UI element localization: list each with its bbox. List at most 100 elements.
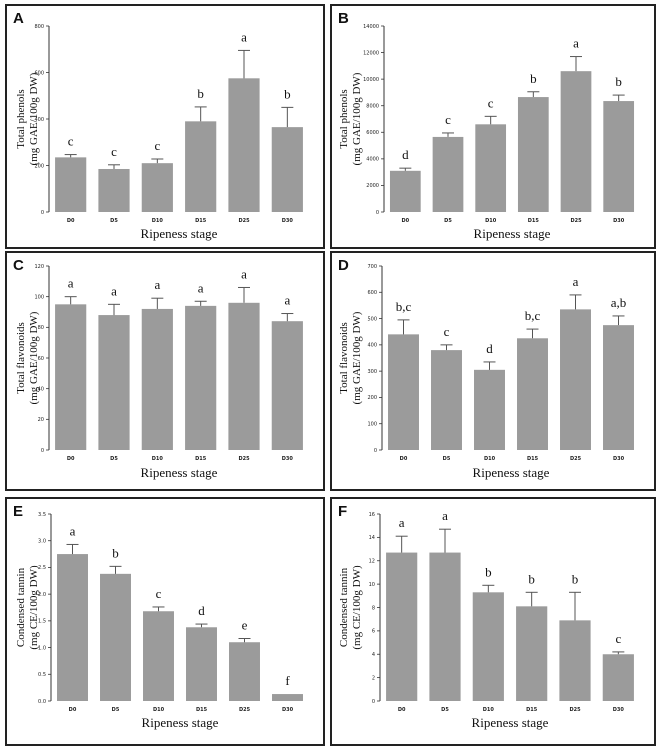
significance-label: b [528, 571, 535, 586]
y-tick-label: 0 [41, 448, 44, 454]
y-axis-label-units: (mg GAE/100g DW) [28, 72, 40, 165]
x-axis-label: Ripeness stage [474, 226, 551, 241]
significance-label: f [285, 673, 290, 688]
x-tick-label: D0 [67, 456, 75, 462]
bar [388, 334, 419, 450]
significance-label: c [156, 586, 162, 601]
y-axis-label: Total flavonoids [338, 322, 350, 394]
bar [55, 157, 87, 212]
y-tick-label: 1.5 [38, 619, 46, 625]
y-tick-label: 600 [367, 290, 377, 296]
significance-label: b [112, 545, 119, 560]
y-tick-label: 14 [369, 535, 375, 541]
y-tick-label: 200 [367, 395, 377, 401]
significance-label: b [615, 74, 622, 89]
significance-label: a,b [611, 295, 627, 310]
x-tick-label: D15 [527, 456, 539, 462]
bar [272, 694, 303, 701]
y-tick-label: 4 [372, 652, 375, 658]
y-tick-label: 4000 [366, 157, 379, 163]
significance-label: a [573, 274, 579, 289]
y-axis-label-units: (mg GAE/100g DW) [351, 311, 363, 404]
bar [228, 302, 260, 450]
x-tick-label: D10 [152, 456, 164, 462]
bar [431, 350, 462, 450]
significance-label: b [197, 86, 204, 101]
significance-label: b [485, 564, 492, 579]
x-tick-label: D0 [398, 707, 406, 713]
y-tick-label: 2 [372, 675, 375, 681]
x-tick-label: D25 [239, 707, 251, 713]
y-tick-label: 700 [367, 264, 377, 270]
significance-label: c [111, 144, 117, 159]
bar [559, 620, 591, 701]
bar [100, 573, 131, 701]
y-axis-label-units: (mg GAE/100g DW) [351, 72, 363, 165]
chart-c: C 0 20 40 60 80 100 120 a D0 a D5 a D10 a D15 a D25 a D30 Ri… [13, 257, 303, 480]
y-tick-label: 400 [367, 343, 377, 349]
x-tick-label: D10 [152, 218, 164, 224]
bar [271, 321, 303, 450]
significance-label: b,c [396, 299, 412, 314]
x-axis-label: Ripeness stage [142, 715, 219, 730]
bar [228, 78, 260, 212]
significance-label: a [442, 508, 448, 523]
y-tick-label: 500 [367, 316, 377, 322]
y-tick-label: 6 [372, 629, 375, 635]
significance-label: a [68, 276, 74, 291]
y-tick-label: 20 [38, 417, 44, 423]
y-axis-label-group: Total phenols (mg GAE/100g DW) [338, 72, 363, 165]
significance-label: d [402, 147, 409, 162]
chart-d: D0100200300400500600700b,cD0cD5dD10b,cD1… [338, 257, 634, 480]
y-tick-label: 0 [41, 210, 44, 216]
y-tick-label: 120 [34, 264, 44, 270]
y-axis-label: Total flavonoids [15, 322, 27, 394]
x-tick-label: D15 [195, 218, 207, 224]
y-tick-label: 300 [367, 369, 377, 375]
x-tick-label: D5 [110, 456, 118, 462]
bar [560, 71, 592, 213]
y-tick-label: 100 [34, 294, 44, 300]
x-tick-label: D30 [613, 218, 625, 224]
bar [474, 369, 505, 450]
y-axis-label-group: Condensed tannin (mg CE/100g DW) [15, 565, 40, 650]
bar [429, 552, 461, 701]
x-tick-label: D25 [570, 218, 582, 224]
bar [141, 308, 173, 450]
significance-label: a [284, 293, 290, 308]
x-tick-label: D0 [400, 456, 408, 462]
bar [271, 127, 303, 212]
x-tick-label: D5 [110, 218, 118, 224]
bar [186, 627, 217, 701]
x-tick-label: D0 [67, 218, 75, 224]
panel-letter: E [13, 503, 23, 520]
y-tick-label: 60 [38, 356, 44, 362]
panel-b: B 0 2000 4000 6000 8000 10000 12000 14000 d D0 c D5 c… [330, 4, 656, 249]
y-axis-label-units: (mg GAE/100g DW) [28, 311, 40, 404]
significance-label: b [530, 71, 537, 86]
significance-label: b [572, 571, 579, 586]
bar [602, 654, 634, 701]
bar [143, 611, 174, 701]
y-tick-label: 8000 [366, 104, 379, 110]
panel-letter: B [338, 10, 349, 27]
significance-label: b [284, 86, 291, 101]
significance-label: c [154, 138, 160, 153]
significance-label: d [198, 603, 205, 618]
bar [516, 606, 548, 701]
bar [98, 168, 130, 212]
x-tick-label: D25 [238, 456, 250, 462]
panel-c: C 0 20 40 60 80 100 120 a D0 a D5 a D10 a D15 a D25 a D30 Ri… [5, 251, 325, 491]
significance-label: a [154, 277, 160, 292]
y-tick-label: 6000 [366, 130, 379, 136]
bar [98, 315, 130, 450]
significance-label: c [488, 95, 494, 110]
bar [57, 554, 88, 701]
panel-d: D 0 100 200 300 400 500 600 700 b,c D0 c D5 d D10 b,c D1… [330, 251, 656, 491]
y-tick-label: 0 [372, 699, 375, 705]
significance-label: a [111, 283, 117, 298]
bar [141, 163, 173, 212]
x-tick-label: D10 [153, 707, 165, 713]
x-tick-label: D25 [570, 456, 582, 462]
y-tick-label: 0.0 [38, 699, 46, 705]
